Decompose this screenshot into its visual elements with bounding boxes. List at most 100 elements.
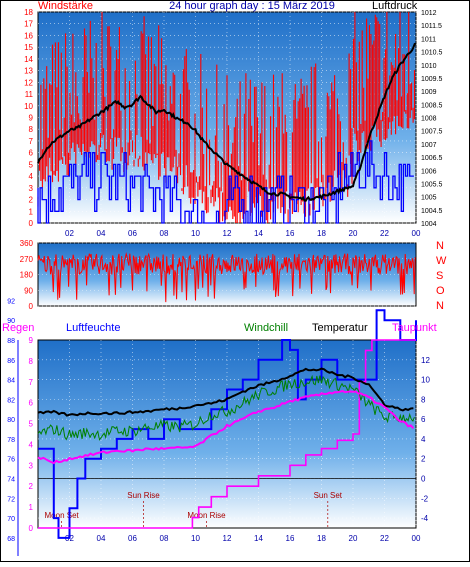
y-tick-label-wind: 3 bbox=[29, 184, 34, 193]
y-tick-label-humidity: 76 bbox=[7, 457, 15, 464]
y-tick-label-wind: 16 bbox=[24, 31, 33, 40]
x-tick-label: 00 bbox=[412, 534, 421, 543]
y-tick-label-rain: 3 bbox=[29, 461, 34, 470]
y-tick-label-rain: 0 bbox=[29, 524, 34, 533]
y-tick-label-wind: 18 bbox=[24, 8, 33, 17]
y-tick-label-wind: 8 bbox=[29, 125, 34, 134]
y-tick-label-direction: 360 bbox=[20, 239, 34, 248]
y-tick-label-temperature: 6 bbox=[421, 415, 426, 424]
y-tick-label-pressure: 1004 bbox=[421, 221, 437, 228]
temperature-header: Temperatur bbox=[312, 322, 368, 334]
pressure-header: Luftdruck bbox=[372, 0, 418, 12]
y-tick-label-rain: 7 bbox=[29, 378, 34, 387]
y-tick-label-wind: 14 bbox=[24, 55, 33, 64]
x-tick-label: 02 bbox=[65, 229, 74, 238]
x-tick-label: 10 bbox=[191, 534, 200, 543]
y-tick-label-direction: 0 bbox=[29, 302, 34, 311]
y-tick-label-rain: 4 bbox=[29, 440, 34, 449]
x-tick-label: 06 bbox=[128, 229, 137, 238]
x-tick-label: 10 bbox=[191, 229, 200, 238]
humidity-header: Luftfeuchte bbox=[66, 322, 120, 334]
x-tick-label: 00 bbox=[412, 229, 421, 238]
y-tick-label-wind: 1 bbox=[29, 207, 34, 216]
y-tick-label-rain: 9 bbox=[29, 336, 34, 345]
y-tick-label-pressure: 1009.5 bbox=[421, 76, 443, 83]
y-tick-label-humidity: 88 bbox=[7, 338, 15, 345]
y-tick-label-pressure: 1006.5 bbox=[421, 155, 443, 162]
x-tick-label: 12 bbox=[223, 229, 232, 238]
x-tick-label: 20 bbox=[349, 229, 358, 238]
graph-title: 24 hour graph day : 15 März 2019 bbox=[169, 0, 335, 12]
compass-label: W bbox=[436, 255, 447, 267]
x-tick-label: 08 bbox=[160, 229, 169, 238]
y-tick-label-pressure: 1007 bbox=[421, 142, 437, 149]
y-tick-label-pressure: 1008 bbox=[421, 116, 437, 123]
y-tick-label-pressure: 1005 bbox=[421, 195, 437, 202]
x-tick-label: 16 bbox=[286, 534, 295, 543]
y-tick-label-wind: 9 bbox=[29, 114, 34, 123]
y-tick-label-humidity: 92 bbox=[7, 298, 15, 305]
y-tick-label-pressure: 1005.5 bbox=[421, 181, 443, 188]
y-tick-label-humidity: 90 bbox=[7, 318, 15, 325]
x-tick-label: 22 bbox=[380, 229, 389, 238]
y-tick-label-humidity: 74 bbox=[7, 477, 15, 484]
y-tick-label-wind: 11 bbox=[25, 90, 34, 99]
y-tick-label-temperature: 0 bbox=[421, 475, 426, 484]
series-taupunkt bbox=[37, 389, 415, 465]
series-boeen bbox=[37, 140, 414, 224]
x-tick-label: 04 bbox=[97, 229, 106, 238]
wind-direction-plot bbox=[37, 242, 417, 307]
y-tick-label-humidity: 82 bbox=[7, 397, 15, 404]
y-tick-label-pressure: 1010.5 bbox=[421, 50, 443, 57]
y-tick-label-pressure: 1011.5 bbox=[421, 23, 442, 30]
y-tick-label-pressure: 1009 bbox=[421, 89, 437, 96]
y-tick-label-wind: 12 bbox=[24, 78, 33, 87]
y-tick-label-temperature: 10 bbox=[421, 376, 430, 385]
annotation-label: Sun Set bbox=[314, 491, 343, 500]
y-tick-label-humidity: 78 bbox=[7, 437, 15, 444]
y-tick-label-temperature: 8 bbox=[421, 395, 426, 404]
x-tick-label: 18 bbox=[317, 229, 326, 238]
y-tick-label-temperature: 4 bbox=[421, 435, 426, 444]
y-tick-label-pressure: 1006 bbox=[421, 168, 437, 175]
compass-label: N bbox=[436, 300, 444, 312]
y-tick-label-rain: 6 bbox=[29, 399, 34, 408]
y-tick-label-pressure: 1012 bbox=[421, 10, 437, 17]
dewpoint-header: Taupunkt bbox=[392, 322, 437, 334]
y-tick-label-humidity: 86 bbox=[7, 358, 15, 365]
y-tick-label-wind: 4 bbox=[29, 172, 34, 181]
y-tick-label-wind: 15 bbox=[24, 43, 33, 52]
y-tick-label-wind: 2 bbox=[29, 196, 34, 205]
rain-header: Regen bbox=[2, 322, 34, 334]
series-temperatur bbox=[37, 367, 414, 417]
series-windrichtung bbox=[37, 251, 416, 303]
y-tick-label-wind: 10 bbox=[24, 102, 33, 111]
compass-label: N bbox=[436, 240, 444, 252]
y-tick-label-wind: 5 bbox=[29, 160, 34, 169]
x-tick-label: 14 bbox=[254, 534, 263, 543]
y-tick-label-direction: 180 bbox=[20, 271, 34, 280]
x-tick-label: 08 bbox=[160, 534, 169, 543]
y-tick-label-wind: 7 bbox=[29, 137, 34, 146]
x-tick-label: 16 bbox=[286, 229, 295, 238]
y-tick-label-pressure: 1008.5 bbox=[421, 102, 443, 109]
y-tick-label-pressure: 1004.5 bbox=[421, 208, 443, 215]
y-tick-label-humidity: 68 bbox=[7, 536, 15, 543]
y-tick-label-rain: 2 bbox=[29, 482, 34, 491]
x-tick-label: 14 bbox=[254, 229, 263, 238]
y-tick-label-pressure: 1010 bbox=[421, 63, 437, 70]
y-tick-label-wind: 13 bbox=[24, 67, 33, 76]
y-tick-label-temperature: 12 bbox=[421, 356, 430, 365]
y-tick-label-humidity: 72 bbox=[7, 496, 15, 503]
y-tick-label-pressure: 1007.5 bbox=[421, 129, 443, 136]
y-tick-label-rain: 1 bbox=[29, 503, 34, 512]
x-tick-label: 12 bbox=[223, 534, 232, 543]
windchill-header: Windchill bbox=[244, 322, 288, 334]
annotation-label: Moon Rise bbox=[187, 511, 226, 520]
y-tick-label-wind: 17 bbox=[24, 20, 33, 29]
y-tick-label-direction: 270 bbox=[20, 255, 34, 264]
y-tick-label-temperature: -2 bbox=[421, 494, 429, 503]
y-tick-label-rain: 5 bbox=[29, 420, 34, 429]
wind-speed-header: Windstärke bbox=[38, 0, 93, 12]
